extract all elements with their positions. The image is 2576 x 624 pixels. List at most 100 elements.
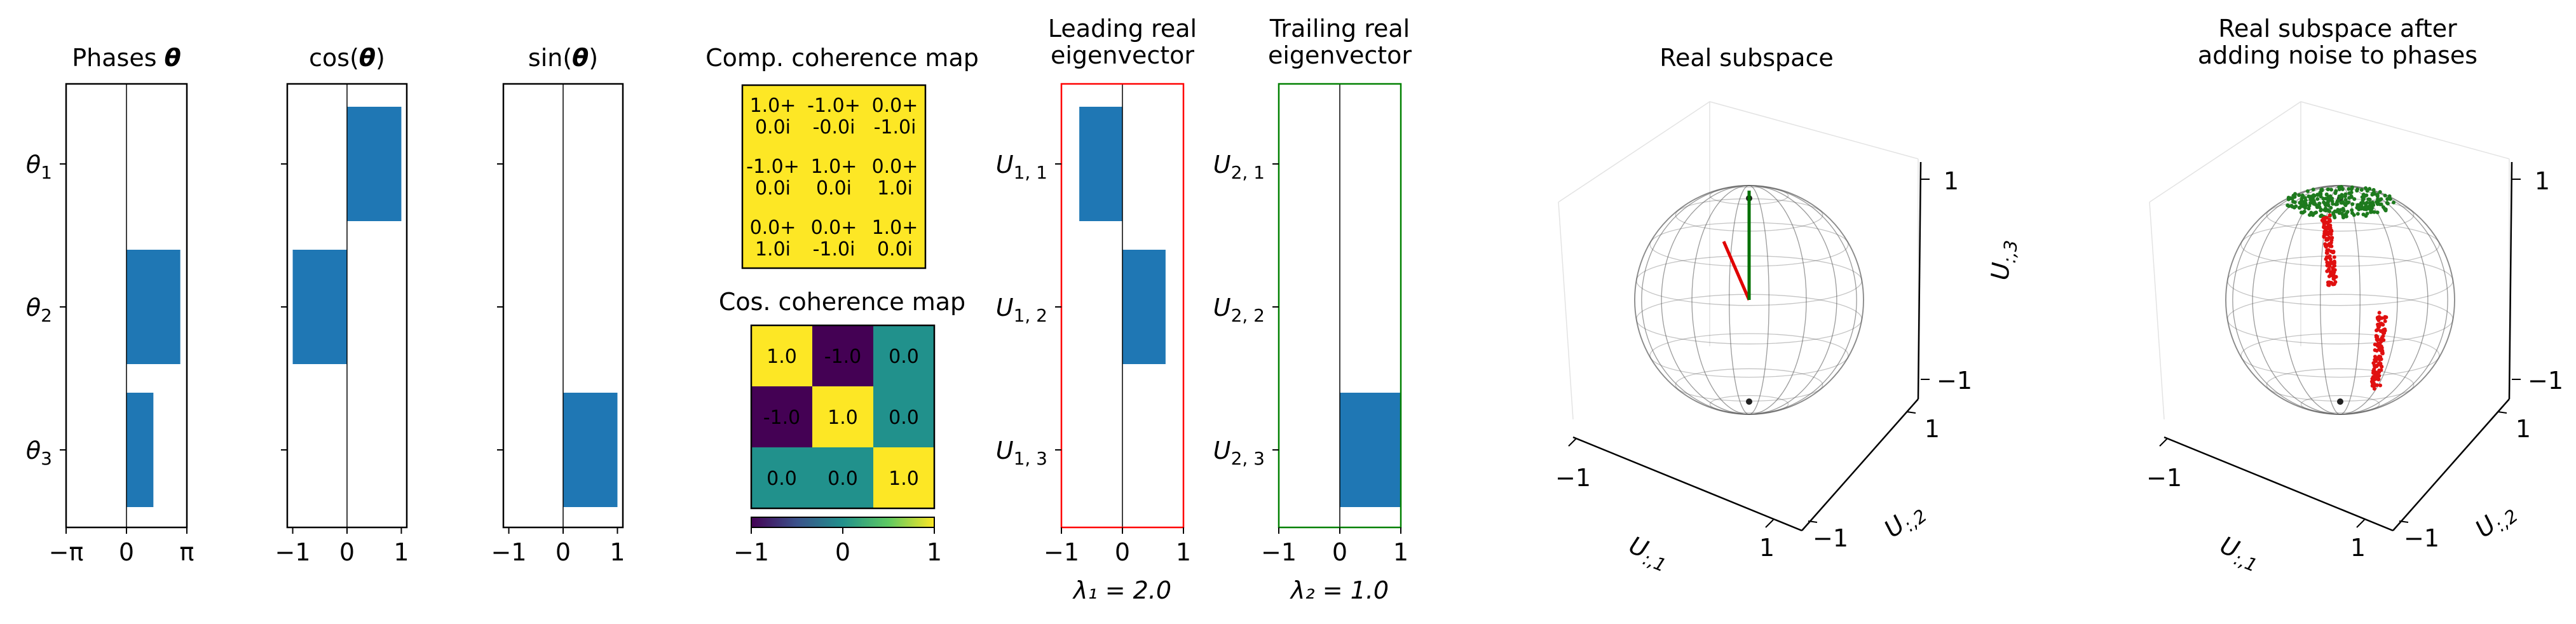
noise-point-green [2347, 187, 2351, 191]
y-tick-label: 1 [2516, 415, 2531, 443]
noise-point-green [2376, 197, 2380, 201]
cos-cell-label: 0.0 [889, 346, 919, 368]
noise-point-red [2322, 229, 2327, 234]
noise-point-red [2325, 255, 2329, 260]
noise-point-red [2378, 358, 2382, 362]
noise-point-red [2375, 335, 2380, 339]
noise-point-red [2333, 280, 2338, 284]
noise-point-green [2378, 202, 2382, 207]
noise-point-red [2373, 343, 2377, 347]
noise-point-red [2325, 225, 2329, 229]
cos-cell [873, 447, 934, 508]
noise-point-green [2328, 194, 2333, 198]
panel-title-1-part: ) [376, 44, 385, 72]
eigenvalue-label: λ₁ = 2.0 [1072, 576, 1171, 604]
noise-point-green [2302, 200, 2307, 204]
noise-point-green [2340, 200, 2345, 204]
noise-point-red [2375, 370, 2379, 375]
noise-point-green [2308, 201, 2313, 205]
y-tick-label: −1 [1813, 524, 1848, 552]
axes-3d [2164, 161, 2513, 532]
noise-point-green [2371, 191, 2375, 196]
vector-red [1722, 241, 1751, 301]
noise-point-green [2307, 207, 2311, 211]
colorbar-tick-label: 1 [927, 538, 942, 566]
panel-title-5-line: eigenvector [1051, 41, 1194, 69]
noise-point-green [2361, 193, 2366, 197]
complex-map-cells [742, 85, 925, 268]
noise-point-green [2329, 187, 2333, 192]
y-tick-label: −1 [2404, 524, 2439, 552]
noise-point-red [2376, 316, 2380, 321]
complex-cell-text: 0.0+ [811, 217, 857, 239]
z-tick-label: 1 [2535, 167, 2550, 195]
bar-5-0 [1079, 107, 1122, 221]
noise-point-green [2355, 187, 2360, 191]
noise-point-green [2289, 203, 2294, 208]
noise-point-green [2350, 202, 2355, 207]
noise-point-green [2326, 203, 2331, 208]
noise-point-red [2378, 355, 2382, 359]
cos-cell-label: 0.0 [828, 468, 858, 490]
noise-point-green [2375, 210, 2380, 215]
noise-point-green [2312, 211, 2317, 215]
noise-clouds [2286, 184, 2396, 391]
noise-point-green [2361, 196, 2366, 201]
complex-cell-text: -1.0+ [746, 156, 800, 178]
noise-point-green [2309, 210, 2314, 215]
noise-point-red [2378, 322, 2382, 326]
panel-title-2: sin(θ) [528, 44, 598, 72]
noise-point-red [2331, 266, 2335, 270]
xtick-label: −1 [275, 538, 311, 566]
noise-point-green [2326, 208, 2330, 212]
noise-point-red [2330, 269, 2334, 274]
noise-point-green [2311, 187, 2315, 192]
xtick-label: 1 [1393, 538, 1408, 566]
xtick-label: −1 [491, 538, 527, 566]
complex-cell-text: 0.0i [755, 177, 791, 200]
noise-point-green [2312, 193, 2316, 198]
noise-point-green [2324, 192, 2329, 196]
noise-point-red [2382, 331, 2387, 336]
noise-point-green [2333, 191, 2338, 196]
xtick-label: −1 [1261, 538, 1297, 566]
xtick-label: 1 [393, 538, 409, 566]
noise-point-red [2332, 255, 2336, 259]
panel-title-0: Phases θ [72, 44, 181, 72]
cos-cell [873, 386, 934, 447]
noise-point-green [2333, 215, 2337, 220]
noise-point-green [2343, 192, 2348, 196]
xtick-label: −π [49, 538, 84, 566]
noise-point-green [2361, 201, 2366, 205]
axes-3d [1572, 161, 1922, 532]
noise-point-green [2369, 206, 2374, 210]
noise-point-green [2331, 201, 2335, 206]
noise-point-red [2383, 315, 2387, 319]
z-tick-label: 1 [1944, 167, 1959, 195]
noise-point-green [2315, 193, 2320, 197]
cos-cell [812, 447, 873, 508]
noise-point-red [2371, 369, 2376, 373]
complex-cell-text: 1.0i [755, 238, 791, 261]
bar-1-1 [292, 250, 347, 364]
noise-point-green [2344, 212, 2348, 216]
xtick-label: 1 [610, 538, 625, 566]
xtick-label: 0 [1115, 538, 1130, 566]
complex-map-title: Comp. coherence map [705, 44, 979, 72]
noise-point-green [2385, 201, 2390, 206]
xtick-label: 0 [555, 538, 571, 566]
cos-cell [751, 325, 812, 386]
bar-0-2 [126, 393, 154, 507]
noise-point-red [2327, 213, 2332, 217]
complex-cell-text: 1.0+ [750, 95, 796, 117]
noise-point-green [2322, 208, 2327, 212]
noise-point-red [2327, 236, 2331, 240]
noise-point-green [2336, 198, 2341, 203]
noise-point-green [2371, 187, 2376, 192]
noise-point-green [2361, 212, 2366, 217]
noise-point-green [2341, 214, 2345, 218]
xtick-label: π [180, 538, 194, 566]
noise-point-green [2378, 190, 2382, 194]
noise-point-red [2321, 216, 2326, 220]
